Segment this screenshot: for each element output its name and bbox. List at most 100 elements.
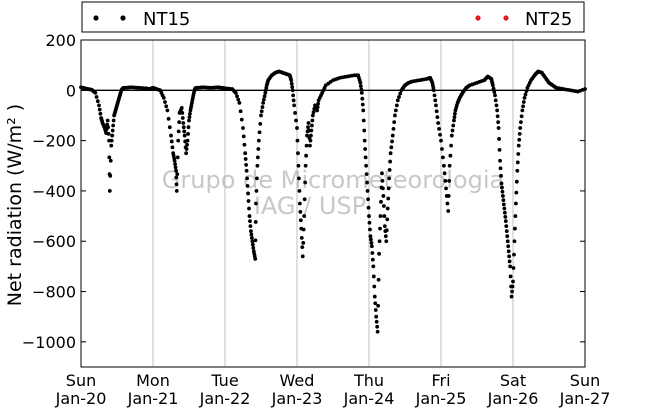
data-point-nt15 (167, 125, 172, 130)
data-point-nt15 (290, 85, 295, 89)
x-tick-label-day: Wed (280, 371, 315, 390)
data-point-nt15 (362, 138, 367, 143)
data-point-nt15 (503, 215, 508, 219)
data-point-nt15 (508, 274, 513, 279)
data-point-nt15 (398, 91, 403, 96)
data-point-nt15 (376, 277, 381, 282)
data-point-nt15 (244, 163, 249, 167)
data-point-nt15 (506, 249, 511, 254)
data-point-nt15 (504, 224, 509, 229)
data-point-nt15 (376, 303, 381, 308)
data-point-nt15 (388, 159, 393, 164)
legend-marker-nt15-a (93, 15, 99, 21)
data-point-nt15 (431, 88, 436, 93)
data-point-nt15 (259, 109, 264, 114)
data-point-nt15 (519, 120, 523, 125)
data-point-nt15 (169, 133, 173, 138)
data-point-nt15 (514, 179, 519, 184)
data-point-nt15 (436, 121, 441, 125)
data-point-nt15 (257, 130, 262, 135)
data-point-nt15 (302, 214, 307, 218)
data-point-nt15 (243, 151, 248, 156)
data-point-nt15 (186, 132, 190, 136)
vertical-gridlines (152, 40, 514, 367)
y-axis-label: Net radiation (W/m² ) (4, 104, 26, 306)
data-point-nt15 (387, 168, 392, 172)
data-point-nt15 (297, 201, 302, 206)
y-axis-ticks: 200 0 −200 −400 −600 −800 −1000 (22, 31, 585, 352)
data-point-nt15 (513, 214, 518, 218)
data-point-nt15 (109, 138, 114, 143)
data-point-nt15 (380, 178, 385, 183)
y-tick-label: −400 (32, 182, 76, 201)
data-point-nt15 (309, 133, 313, 138)
data-point-nt15 (293, 111, 297, 115)
data-point-nt15 (170, 145, 175, 150)
data-point-nt15 (523, 92, 528, 97)
data-point-nt15 (310, 113, 315, 118)
data-point-nt15 (370, 251, 375, 255)
data-point-nt15 (367, 220, 372, 225)
data-point-nt15 (512, 239, 517, 244)
data-point-nt15 (174, 168, 178, 173)
data-point-nt15 (251, 246, 256, 250)
legend-marker-nt25-a (475, 15, 481, 21)
data-point-nt15 (524, 89, 529, 94)
data-point-nt15 (446, 209, 451, 213)
y-tick-label: −800 (32, 283, 76, 302)
data-point-nt15 (310, 118, 315, 123)
data-point-nt15 (452, 118, 456, 123)
data-point-nt15 (371, 274, 376, 279)
data-point-nt15 (496, 126, 501, 130)
data-point-nt15 (490, 83, 495, 88)
data-point-nt15 (385, 206, 390, 211)
data-point-nt15 (107, 155, 112, 160)
data-point-nt15 (378, 226, 382, 231)
data-point-nt15 (262, 94, 267, 99)
data-point-nt15 (237, 100, 242, 105)
data-point-nt15 (522, 95, 527, 100)
data-point-nt15 (384, 239, 389, 244)
data-point-nt15 (306, 125, 310, 130)
data-point-nt15 (291, 98, 296, 103)
data-point-nt15 (511, 279, 515, 284)
data-point-nt15 (361, 118, 366, 123)
watermark-line-1: Grupo de Micrometeorologia (162, 166, 504, 194)
data-point-nt15 (507, 254, 512, 259)
data-point-nt15 (375, 324, 380, 329)
data-point-nt15 (499, 173, 503, 178)
data-point-nt15 (449, 133, 454, 138)
data-point-nt15 (309, 128, 314, 133)
data-point-nt15 (518, 126, 523, 130)
x-tick-label-date: Jan-26 (487, 389, 539, 408)
data-point-nt15 (367, 214, 371, 218)
data-point-nt15 (181, 121, 186, 125)
data-point-nt15 (249, 235, 254, 240)
data-point-nt15 (107, 138, 111, 143)
data-point-nt15 (447, 178, 452, 183)
data-point-nt15 (374, 314, 379, 319)
data-point-nt15 (302, 197, 307, 202)
data-point-nt15 (449, 143, 453, 148)
data-point-nt15 (382, 224, 387, 229)
data-point-nt15 (498, 166, 503, 171)
data-point-nt15 (254, 201, 258, 206)
data-point-nt15 (311, 110, 316, 115)
data-point-nt15 (244, 168, 249, 173)
data-point-nt15 (507, 259, 512, 264)
data-point-nt15 (261, 100, 266, 105)
data-point-nt15 (520, 108, 525, 113)
data-point-nt15 (510, 284, 515, 289)
data-point-nt15 (373, 301, 378, 306)
data-point-nt15 (505, 239, 510, 244)
y-tick-label: −600 (32, 232, 76, 251)
data-point-nt15 (444, 186, 448, 191)
data-point-nt15 (377, 251, 381, 256)
x-tick-label-date: Jan-20 (55, 389, 107, 408)
data-point-nt15 (109, 143, 114, 148)
data-point-nt15 (298, 218, 303, 223)
data-point-nt15 (249, 229, 253, 234)
data-point-nt15 (510, 289, 514, 294)
data-point-nt15 (521, 100, 526, 104)
data-point-nt15 (305, 133, 309, 138)
